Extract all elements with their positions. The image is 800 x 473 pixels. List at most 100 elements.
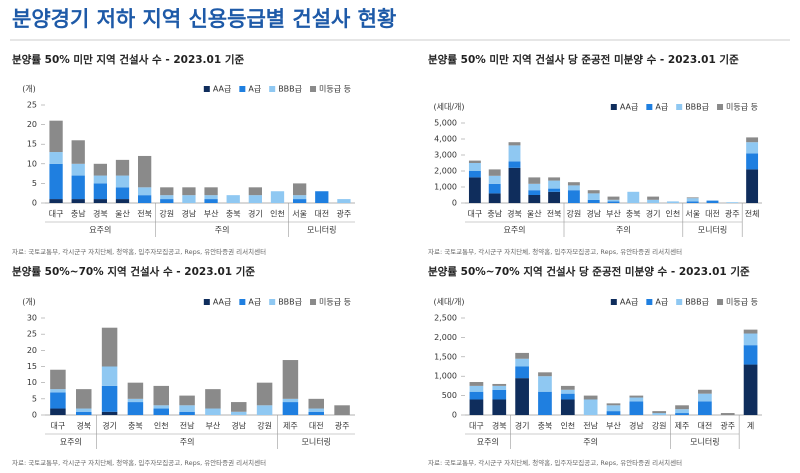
- bar-segment: [698, 401, 712, 415]
- bar-segment: [607, 199, 620, 202]
- y-tick-label: 1,000: [434, 183, 457, 192]
- bar-segment: [492, 383, 507, 386]
- bar-segment: [282, 402, 299, 415]
- x-tick-label: 대구: [49, 210, 64, 219]
- bar-segment: [93, 183, 107, 200]
- bar-segment: [538, 372, 552, 377]
- legend-swatch: [610, 104, 617, 110]
- bar-segment: [508, 161, 521, 168]
- bar-segment: [248, 187, 262, 196]
- x-tick-label: 대전: [314, 209, 329, 219]
- bar-segment: [508, 145, 521, 162]
- bar-segment: [115, 199, 130, 203]
- bar-segment: [334, 405, 350, 415]
- bar-segment: [93, 199, 107, 203]
- chart-title: 분양률 50% 미만 지역 건설사 수 - 2023.01 기준: [12, 53, 244, 66]
- bar-segment: [492, 399, 507, 415]
- x-tick-label: 경기: [646, 209, 661, 219]
- bar-segment: [515, 378, 529, 415]
- legend-swatch: [646, 299, 653, 305]
- legend-swatch: [239, 299, 246, 305]
- y-tick-label: 10: [27, 378, 37, 387]
- x-tick-label: 대전: [698, 421, 713, 431]
- bar-segment: [49, 199, 63, 203]
- x-tick-label: 경북: [93, 209, 108, 219]
- bar-segment: [746, 137, 759, 143]
- bar-segment: [560, 393, 575, 400]
- bar-segment: [127, 398, 144, 403]
- legend-label: 미등급 등: [726, 298, 758, 307]
- x-tick-label: 전남: [180, 421, 195, 431]
- legend-swatch: [610, 299, 617, 305]
- x-tick-label: 경남: [586, 209, 601, 219]
- legend-label: BBB급: [685, 103, 709, 112]
- x-tick-label: 충북: [226, 210, 241, 219]
- bar-segment: [101, 366, 118, 386]
- bar-segment: [76, 408, 92, 412]
- bar-segment: [743, 333, 758, 346]
- bar-segment: [629, 397, 644, 402]
- bar-segment: [720, 413, 735, 415]
- x-tick-label: 대구: [51, 422, 66, 431]
- x-tick-label: 제주: [283, 422, 298, 431]
- bar-segment: [282, 360, 299, 399]
- x-tick-label: 인천: [560, 421, 575, 431]
- bar-segment: [226, 195, 240, 203]
- bar-segment: [607, 201, 620, 203]
- bar-segment: [528, 190, 541, 195]
- y-tick-label: 10: [27, 159, 37, 168]
- legend-label: BBB급: [278, 298, 302, 307]
- bar-segment: [488, 169, 501, 176]
- bar-segment: [160, 195, 174, 200]
- bar-segment: [93, 163, 107, 176]
- bar-segment: [308, 408, 324, 412]
- bar-segment: [468, 171, 481, 178]
- bar-segment: [538, 376, 552, 392]
- x-tick-label: 충북: [538, 422, 553, 431]
- x-tick-label: 경기: [102, 421, 117, 431]
- bar-segment: [488, 193, 501, 203]
- bar-segment: [538, 391, 552, 415]
- y-axis-unit: (개): [22, 297, 36, 307]
- x-tick-label: 충남: [487, 210, 502, 219]
- bar-segment: [153, 408, 169, 415]
- bar-segment: [706, 200, 719, 203]
- bar-segment: [528, 177, 541, 184]
- x-tick-label: 부산: [606, 421, 621, 431]
- bar-segment: [248, 195, 262, 203]
- x-tick-label: 대구: [468, 210, 483, 219]
- legend-label: 미등급 등: [726, 103, 758, 112]
- legend-swatch: [310, 86, 317, 92]
- bar-segment: [138, 155, 152, 188]
- bar-segment: [293, 183, 307, 196]
- bar-segment: [567, 190, 580, 203]
- bar-segment: [548, 191, 561, 203]
- x-tick-label: 서울: [292, 210, 307, 219]
- bar-segment: [256, 382, 273, 406]
- bar-segment: [337, 199, 351, 203]
- bar-segment: [675, 405, 689, 410]
- source-note: 자료: 국토교통부, 각시군구 자치단체, 청약홈, 입주자모집공고, Reps…: [428, 247, 682, 256]
- y-tick-label: 15: [27, 140, 37, 149]
- x-tick-label: 경기: [248, 209, 263, 219]
- bar-segment: [560, 399, 575, 415]
- legend-swatch: [269, 86, 276, 92]
- bar-segment: [567, 185, 580, 191]
- bar-segment: [282, 398, 299, 403]
- y-tick-label: 20: [27, 346, 37, 355]
- x-tick-label: 전북: [137, 209, 152, 219]
- legend-swatch: [239, 86, 246, 92]
- bar-segment: [647, 199, 660, 203]
- x-tick-label: 전남: [583, 421, 598, 431]
- bar-segment: [492, 385, 507, 390]
- bar-segment: [698, 389, 712, 394]
- bar-segment: [468, 163, 481, 171]
- source-note: 자료: 국토교통부, 각시군구 자치단체, 청약홈, 입주자모집공고, Reps…: [12, 458, 266, 467]
- x-tick-label: 대전: [705, 209, 720, 219]
- x-tick-label: 광주: [337, 209, 352, 219]
- bar-segment: [698, 393, 712, 402]
- x-tick-label: 대전: [309, 421, 324, 431]
- bar-segment: [675, 413, 689, 415]
- y-tick-label: 2,500: [434, 314, 457, 323]
